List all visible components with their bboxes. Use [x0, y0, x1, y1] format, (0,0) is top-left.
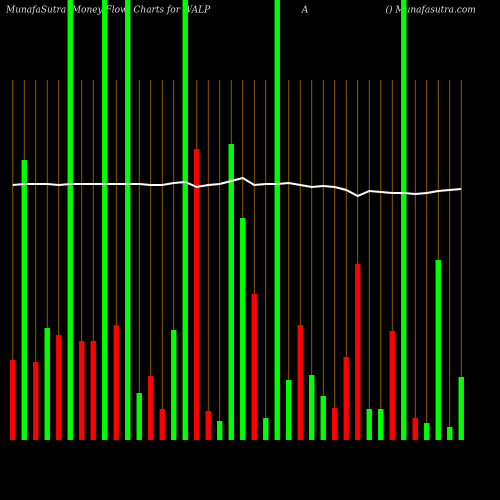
bar: [343, 357, 349, 440]
bar: [320, 396, 326, 440]
bar: [102, 0, 108, 440]
bar: [355, 264, 361, 440]
bar: [171, 330, 177, 440]
bar: [205, 411, 211, 440]
bar: [378, 409, 384, 440]
bar: [447, 427, 453, 440]
bar: [79, 341, 85, 440]
bar: [297, 325, 303, 440]
bar: [10, 360, 16, 440]
bar: [228, 144, 234, 440]
bar: [148, 376, 154, 440]
chart-title: MunafaSutra Money Flow Charts for WALP A…: [5, 5, 476, 16]
bar: [332, 408, 338, 440]
bar: [412, 418, 418, 440]
bar: [56, 335, 62, 440]
bar: [21, 160, 27, 440]
bar: [182, 0, 188, 440]
bar: [286, 380, 292, 440]
bar: [435, 260, 441, 440]
bar: [366, 409, 372, 440]
price-line: [12, 176, 462, 198]
bar: [217, 421, 223, 440]
bar: [401, 0, 407, 440]
bar: [458, 377, 464, 440]
bar: [159, 409, 165, 440]
bar: [251, 294, 257, 440]
bar: [194, 149, 200, 440]
bar: [113, 325, 119, 440]
bar: [136, 393, 142, 440]
bar: [309, 375, 315, 440]
bar: [389, 331, 395, 440]
bar: [274, 0, 280, 440]
bar: [67, 0, 73, 440]
bar: [424, 423, 430, 440]
bar: [125, 0, 131, 440]
bar: [90, 341, 96, 440]
bar: [240, 218, 246, 440]
bar: [33, 362, 39, 440]
bar: [263, 418, 269, 440]
bar: [44, 328, 50, 440]
